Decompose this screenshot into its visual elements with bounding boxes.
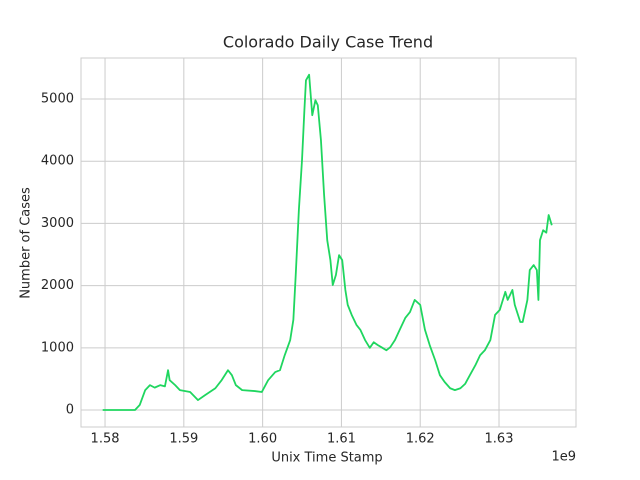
y-tick-label: 4000 xyxy=(41,154,74,169)
y-tick-label: 0 xyxy=(66,403,74,418)
x-tick-label: 1.59 xyxy=(169,432,198,447)
y-tick-label: 2000 xyxy=(41,278,74,293)
x-tick-label: 1.63 xyxy=(485,432,514,447)
x-tick-label: 1.60 xyxy=(248,432,277,447)
y-tick-label: 5000 xyxy=(41,91,74,106)
x-axis-label: Unix Time Stamp xyxy=(271,451,382,466)
data-line xyxy=(102,73,553,411)
plot-frame xyxy=(80,57,577,428)
y-tick-label: 3000 xyxy=(41,216,74,231)
chart-title: Colorado Daily Case Trend xyxy=(223,33,433,52)
x-tick-label: 1.58 xyxy=(91,432,120,447)
y-axis-label: Number of Cases xyxy=(19,187,34,299)
x-offset-label: 1e9 xyxy=(551,450,576,465)
x-tick-label: 1.61 xyxy=(327,432,356,447)
y-tick-label: 1000 xyxy=(41,340,74,355)
x-tick-label: 1.62 xyxy=(406,432,435,447)
